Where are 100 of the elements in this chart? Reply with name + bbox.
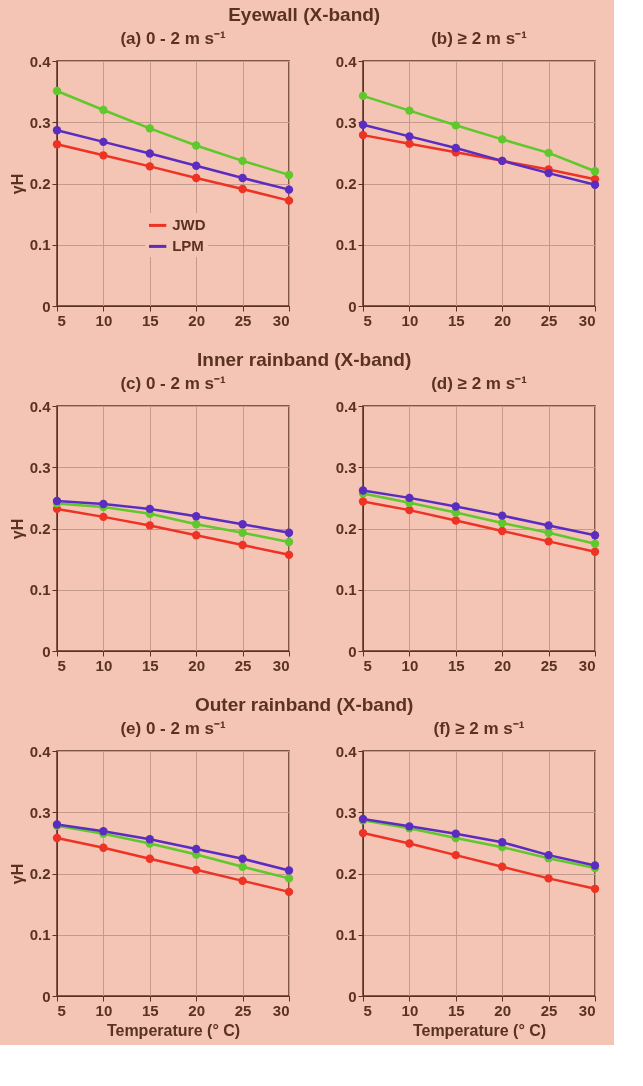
x-tick-label: 5 [363,1001,372,1019]
x-tick-label: 5 [363,311,372,329]
point [284,866,294,875]
point [590,180,600,189]
x-tick-label: 5 [363,656,372,674]
point [284,196,294,205]
y-tick-label: 0.2 [29,175,51,192]
y-axis-title: γH [8,863,26,885]
y-tick-label: 0 [348,297,357,315]
point [405,493,414,503]
point [284,185,294,194]
y-tick-label: 0.3 [335,803,357,821]
point [358,91,368,101]
point [498,862,507,871]
x-tick-label: 25 [540,311,558,329]
point [284,887,294,897]
y-tick-label: 0.1 [29,236,51,254]
x-tick-label: 15 [141,311,159,329]
chart-title: (b) ≥ 2 m s⁻¹ [431,29,528,48]
y-tick-label: 0.1 [29,926,51,944]
point [145,149,154,158]
y-tick-label: 0.4 [335,397,358,415]
y-tick-label: 0.3 [29,113,51,131]
x-tick-label: 5 [57,656,66,674]
x-tick-label: 25 [234,311,252,329]
point [544,850,553,860]
x-tick-label: 10 [401,656,419,674]
x-axis-title: Temperature (° C) [412,1021,547,1039]
x-tick-label: 20 [494,311,512,329]
point [590,167,600,176]
point [544,521,553,530]
y-tick-label: 0.2 [335,865,357,882]
point [284,550,294,560]
y-tick-label: 0.3 [335,113,357,131]
point [192,531,201,540]
point [358,130,368,140]
chart-title: (d) ≥ 2 m s⁻¹ [431,374,528,393]
point [238,184,247,194]
x-tick-label: 10 [401,1001,419,1019]
y-tick-label: 0 [42,987,51,1005]
y-axis-title: γH [8,173,26,195]
point [405,505,414,515]
point [238,520,247,529]
point [451,829,460,838]
point [238,862,247,871]
point [498,526,507,536]
x-tick-label: 15 [447,656,465,674]
point [405,106,414,115]
point [238,528,247,537]
y-tick-label: 0.2 [29,520,51,537]
x-tick-label: 10 [401,311,419,329]
y-axis-title: γH [8,518,26,540]
x-tick-label: 30 [578,311,596,329]
y-tick-label: 0 [42,297,51,315]
point [544,528,553,537]
legend-label: LPM [172,237,204,255]
x-tick-label: 30 [272,1001,290,1019]
point [358,497,368,506]
y-tick-label: 0.3 [29,458,51,476]
chart-title: (c) 0 - 2 m s⁻¹ [120,374,226,393]
point [284,874,294,883]
point [52,86,62,96]
point [99,105,108,115]
x-tick-label: 25 [540,656,558,674]
point [498,511,507,520]
y-tick-label: 0 [348,987,357,1005]
point [284,528,294,537]
x-tick-label: 30 [272,656,290,674]
x-tick-label: 30 [578,656,596,674]
point [405,139,414,148]
y-tick-label: 0.2 [335,520,357,537]
point [238,173,247,183]
y-tick-label: 0.1 [335,236,357,254]
x-tick-label: 10 [95,656,113,674]
point [52,126,62,135]
point [590,884,600,893]
point [544,168,553,178]
legend-label: JWD [172,216,206,234]
y-tick-label: 0.2 [335,175,357,192]
point [498,135,507,144]
point [405,132,414,141]
y-tick-label: 0 [348,642,357,660]
y-tick-label: 0.4 [335,742,358,760]
x-tick-label: 30 [578,1001,596,1019]
chart-title: (a) 0 - 2 m s⁻¹ [120,29,226,48]
x-tick-label: 25 [234,1001,252,1019]
y-tick-label: 0 [42,642,51,660]
y-tick-label: 0.4 [29,397,52,415]
point [358,120,368,129]
point [145,854,154,863]
point [145,124,154,133]
point [145,835,154,844]
point [145,504,154,514]
point [238,876,247,886]
x-tick-label: 15 [447,311,465,329]
point [192,865,201,874]
point [238,156,247,166]
point [590,531,600,540]
x-tick-label: 25 [540,1001,558,1019]
x-tick-label: 20 [188,656,206,674]
